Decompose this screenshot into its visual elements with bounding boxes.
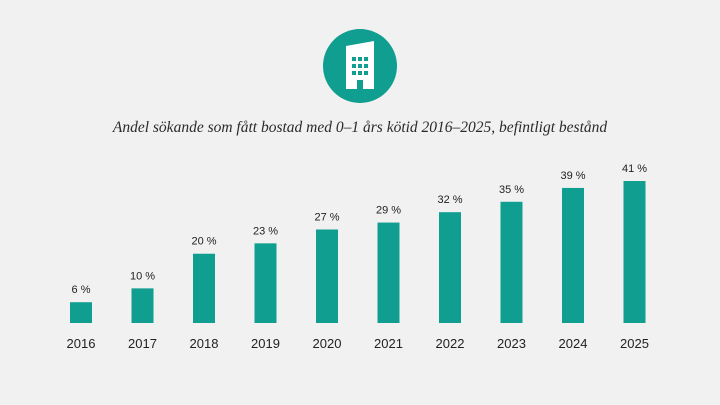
- bar-2025: [623, 181, 646, 323]
- category-label-2018: 2018: [190, 336, 219, 351]
- category-label-2024: 2024: [559, 336, 588, 351]
- bar-2024: [562, 187, 584, 323]
- category-label-2020: 2020: [313, 336, 342, 351]
- building-icon-graphic: [323, 29, 397, 103]
- category-label-2016: 2016: [67, 336, 96, 351]
- value-label-2019: 23 %: [253, 225, 278, 237]
- bar-2016: [70, 302, 92, 323]
- chart-title: Andel sökande som fått bostad med 0–1 år…: [112, 119, 608, 136]
- value-label-2022: 32 %: [437, 194, 462, 206]
- value-label-2025: 41 %: [622, 163, 647, 175]
- category-label-2023: 2023: [497, 336, 526, 351]
- category-label-2022: 2022: [436, 336, 465, 351]
- building-icon: [323, 29, 397, 103]
- value-label-2016: 6 %: [72, 284, 91, 296]
- value-label-2023: 35 %: [499, 184, 524, 196]
- category-label-2017: 2017: [128, 336, 157, 351]
- bar-2022: [439, 212, 461, 323]
- value-label-2020: 27 %: [314, 211, 339, 223]
- value-label-2021: 29 %: [376, 205, 401, 217]
- bar-2019: [254, 243, 277, 323]
- bar-2020: [316, 229, 338, 323]
- bar-2017: [131, 288, 154, 323]
- bar-2018: [193, 253, 215, 323]
- bar-2021: [377, 222, 400, 323]
- bar-chart: 6 % 2016 10 % 2017 20 % 2018 23 % 2019 27 % 2020 2…: [67, 163, 649, 351]
- value-label-2024: 39 %: [560, 170, 585, 182]
- category-label-2025: 2025: [620, 336, 649, 351]
- category-label-2019: 2019: [251, 336, 280, 351]
- bar-2023: [500, 201, 523, 323]
- value-label-2017: 10 %: [130, 270, 155, 282]
- value-label-2018: 20 %: [191, 236, 216, 248]
- category-label-2021: 2021: [374, 336, 403, 351]
